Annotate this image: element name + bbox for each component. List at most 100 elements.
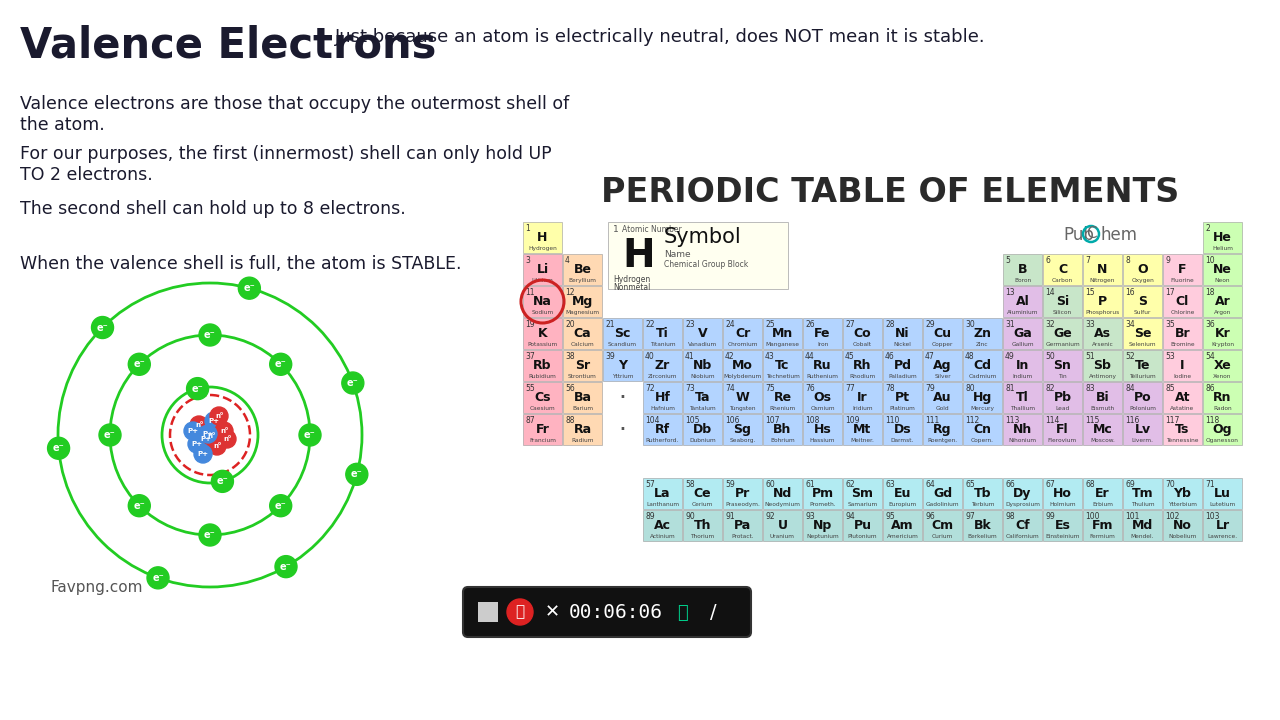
Text: Hs: Hs — [814, 423, 832, 436]
Circle shape — [205, 412, 223, 430]
FancyBboxPatch shape — [684, 382, 722, 413]
Text: Ta: Ta — [695, 391, 710, 404]
FancyBboxPatch shape — [963, 318, 1002, 349]
Text: Fl: Fl — [1056, 423, 1069, 436]
Text: Kr: Kr — [1215, 327, 1230, 340]
Circle shape — [128, 354, 150, 375]
Text: Pd: Pd — [893, 359, 911, 372]
Text: Og: Og — [1212, 423, 1233, 436]
Text: Bohrium: Bohrium — [771, 438, 795, 443]
FancyBboxPatch shape — [803, 382, 842, 413]
Text: Lutetium: Lutetium — [1210, 502, 1235, 507]
Text: 116: 116 — [1125, 416, 1139, 425]
FancyBboxPatch shape — [923, 318, 963, 349]
FancyBboxPatch shape — [883, 382, 922, 413]
Text: Tin: Tin — [1059, 374, 1066, 379]
Text: Am: Am — [891, 519, 914, 532]
Text: Lead: Lead — [1056, 406, 1070, 411]
FancyBboxPatch shape — [763, 382, 803, 413]
Text: F: F — [1179, 263, 1187, 276]
Text: 61: 61 — [805, 480, 814, 489]
FancyBboxPatch shape — [1203, 318, 1242, 349]
FancyBboxPatch shape — [1164, 318, 1202, 349]
Text: 47: 47 — [925, 352, 934, 361]
FancyBboxPatch shape — [1164, 414, 1202, 445]
FancyBboxPatch shape — [1083, 414, 1123, 445]
FancyBboxPatch shape — [1004, 350, 1042, 381]
Text: Fluorine: Fluorine — [1171, 278, 1194, 283]
Text: Just because an atom is electrically neutral, does NOT mean it is stable.: Just because an atom is electrically neu… — [334, 28, 986, 46]
Text: Rn: Rn — [1213, 391, 1231, 404]
Text: Dubnium: Dubnium — [689, 438, 716, 443]
Text: 73: 73 — [685, 384, 695, 393]
Text: U: U — [777, 519, 787, 532]
FancyBboxPatch shape — [963, 510, 1002, 541]
FancyBboxPatch shape — [723, 318, 762, 349]
Text: Beryllium: Beryllium — [568, 278, 596, 283]
Text: 118: 118 — [1204, 416, 1220, 425]
Text: Flerovium: Flerovium — [1048, 438, 1078, 443]
Text: P+: P+ — [201, 436, 211, 442]
Text: Ce: Ce — [694, 487, 712, 500]
FancyBboxPatch shape — [524, 222, 562, 253]
Text: 114: 114 — [1044, 416, 1060, 425]
Text: PERIODIC TABLE OF ELEMENTS: PERIODIC TABLE OF ELEMENTS — [600, 176, 1179, 210]
Text: e⁻: e⁻ — [204, 530, 216, 540]
Text: e⁻: e⁻ — [216, 477, 228, 487]
FancyBboxPatch shape — [643, 382, 682, 413]
FancyBboxPatch shape — [883, 318, 922, 349]
FancyBboxPatch shape — [563, 350, 602, 381]
Text: e⁻: e⁻ — [133, 359, 145, 369]
FancyBboxPatch shape — [1083, 478, 1123, 509]
Text: Ds: Ds — [893, 423, 911, 436]
Text: 117: 117 — [1165, 416, 1179, 425]
Text: 12: 12 — [564, 288, 575, 297]
FancyBboxPatch shape — [524, 382, 562, 413]
Text: 79: 79 — [925, 384, 934, 393]
Text: Thorium: Thorium — [690, 534, 714, 539]
Text: Th: Th — [694, 519, 712, 532]
FancyBboxPatch shape — [563, 414, 602, 445]
Text: Dysprosium: Dysprosium — [1005, 502, 1039, 507]
Text: e⁻: e⁻ — [52, 444, 64, 454]
Text: Tantalum: Tantalum — [689, 406, 716, 411]
FancyBboxPatch shape — [883, 478, 922, 509]
Text: Iron: Iron — [817, 342, 828, 347]
Text: Radon: Radon — [1213, 406, 1231, 411]
Text: Bi: Bi — [1096, 391, 1110, 404]
Text: 66: 66 — [1005, 480, 1015, 489]
Text: 63: 63 — [884, 480, 895, 489]
Text: 38: 38 — [564, 352, 575, 361]
Text: Rutherford.: Rutherford. — [646, 438, 680, 443]
Text: Favpng.com: Favpng.com — [50, 580, 142, 595]
Text: Fermium: Fermium — [1089, 534, 1115, 539]
Text: ✕: ✕ — [544, 603, 559, 621]
Text: Ts: Ts — [1175, 423, 1189, 436]
FancyBboxPatch shape — [684, 350, 722, 381]
Text: Nobelium: Nobelium — [1169, 534, 1197, 539]
Text: Praseodym.: Praseodym. — [724, 502, 760, 507]
Text: e⁻: e⁻ — [280, 562, 292, 572]
Text: Lanthanum: Lanthanum — [646, 502, 680, 507]
FancyBboxPatch shape — [563, 254, 602, 285]
Text: Ga: Ga — [1014, 327, 1032, 340]
Text: 40: 40 — [645, 352, 655, 361]
Text: Cf: Cf — [1015, 519, 1030, 532]
Text: Ti: Ti — [657, 327, 669, 340]
Text: Europium: Europium — [888, 502, 916, 507]
Text: Potassium: Potassium — [527, 342, 558, 347]
Text: Po: Po — [1134, 391, 1151, 404]
Text: 25: 25 — [765, 320, 774, 329]
Text: 104: 104 — [645, 416, 659, 425]
Text: Platinum: Platinum — [890, 406, 915, 411]
Text: Ar: Ar — [1215, 295, 1230, 308]
FancyBboxPatch shape — [1083, 350, 1123, 381]
Circle shape — [147, 567, 169, 589]
Text: Osmium: Osmium — [810, 406, 835, 411]
Text: Curium: Curium — [932, 534, 954, 539]
Text: 102: 102 — [1165, 512, 1179, 521]
Text: Astatine: Astatine — [1170, 406, 1194, 411]
Circle shape — [184, 422, 202, 440]
Text: Fe: Fe — [814, 327, 831, 340]
FancyBboxPatch shape — [844, 478, 882, 509]
